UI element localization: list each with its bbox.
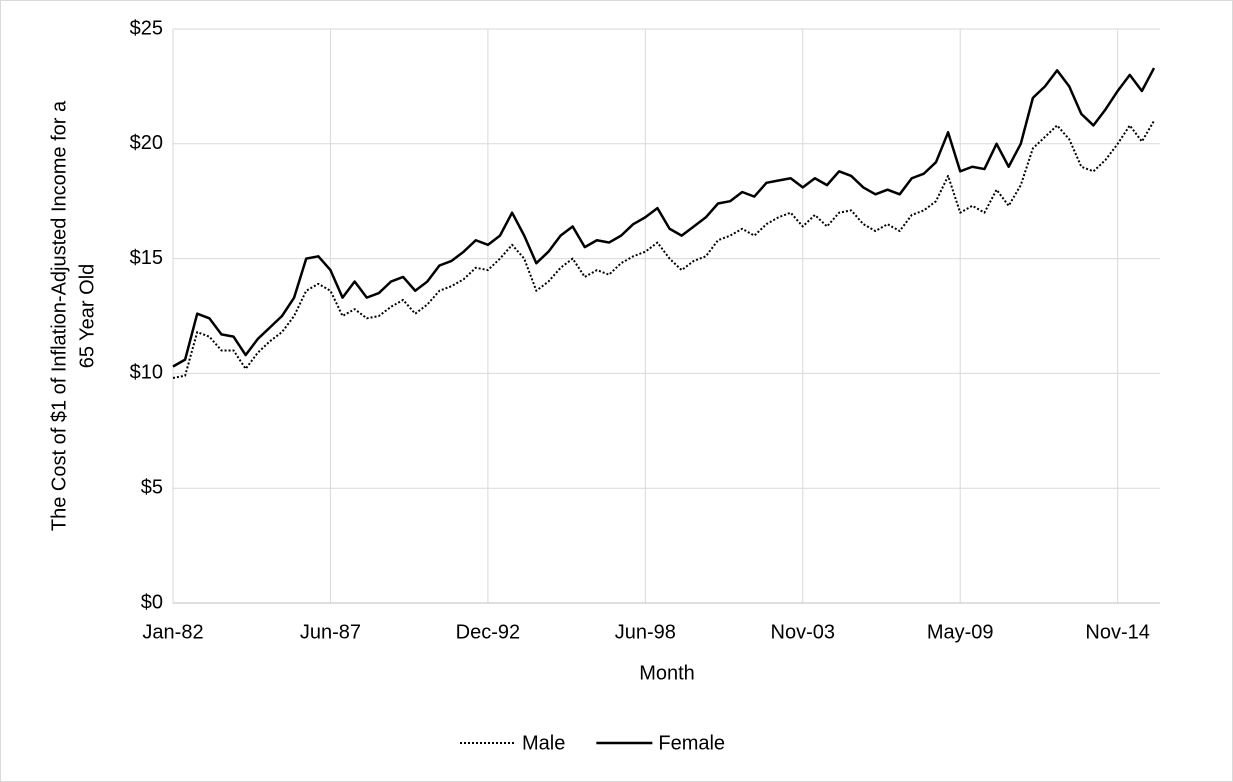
x-tick-label: Nov-14 (1085, 621, 1149, 643)
line-series (172, 67, 1156, 368)
legend-label: Male (522, 732, 565, 754)
x-tick-label: Jun-98 (615, 621, 676, 643)
x-tick-label: Jun-87 (300, 621, 361, 643)
y-tick-label: $15 (130, 247, 163, 269)
y-axis-label: The Cost of $1 of Inflation-Adjusted Inc… (48, 100, 70, 531)
y-tick-label: $5 (141, 476, 163, 498)
legend-label: Female (658, 732, 725, 754)
x-tick-label: May-09 (927, 621, 994, 643)
x-tick-label: Jan-82 (142, 621, 203, 643)
y-tick-label: $25 (130, 17, 163, 39)
x-tick-label: Dec-92 (456, 621, 520, 643)
x-tick-label: Nov-03 (771, 621, 835, 643)
y-tick-label: $20 (130, 132, 163, 154)
y-axis-label: 65 Year Old (76, 264, 98, 369)
x-axis-label: Month (639, 662, 695, 684)
y-tick-label: $10 (130, 362, 163, 384)
y-tick-label: $0 (141, 591, 163, 613)
line-series (172, 120, 1155, 379)
